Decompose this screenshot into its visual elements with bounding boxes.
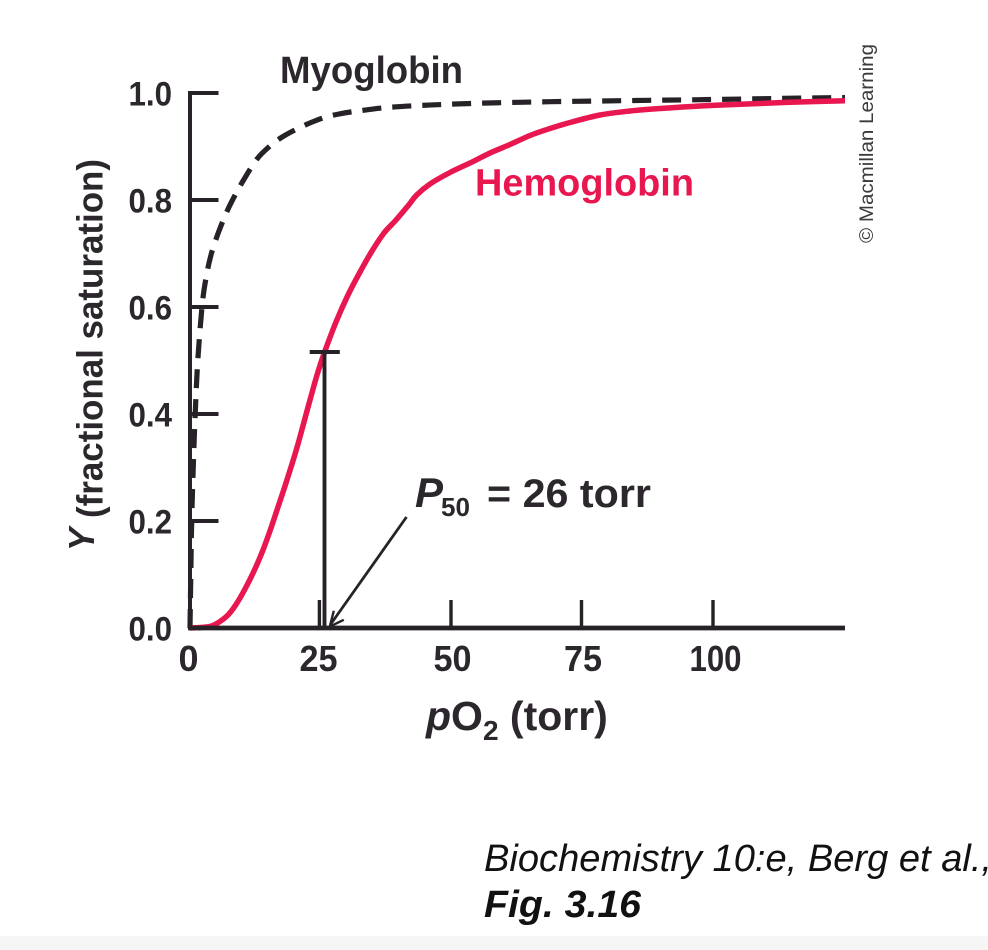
svg-text:Biochemistry 10:e, Berg et al.: Biochemistry 10:e, Berg et al., [484,838,988,880]
svg-text:1.0: 1.0 [129,76,173,114]
svg-text:pO2 (torr): pO2 (torr) [425,693,608,746]
svg-text:P: P [415,469,444,516]
svg-text:0.4: 0.4 [129,397,173,435]
svg-text:0.0: 0.0 [129,611,173,649]
svg-text:Y (fractional saturation): Y (fractional saturation) [61,159,111,551]
svg-text:Myoglobin: Myoglobin [280,50,463,92]
svg-text:75: 75 [564,638,602,679]
svg-text:25: 25 [300,638,338,679]
svg-text:© Macmillan Learning: © Macmillan Learning [856,44,878,243]
svg-text:= 26 torr: = 26 torr [487,472,651,516]
svg-text:0: 0 [178,638,198,679]
svg-text:50: 50 [441,492,470,522]
svg-text:0.8: 0.8 [129,183,173,221]
svg-text:0.2: 0.2 [129,504,173,542]
svg-text:100: 100 [690,638,742,679]
svg-text:Hemoglobin: Hemoglobin [475,163,694,205]
svg-text:50: 50 [434,638,472,679]
svg-text:Fig. 3.16: Fig. 3.16 [484,884,642,926]
svg-text:0.6: 0.6 [129,290,173,328]
